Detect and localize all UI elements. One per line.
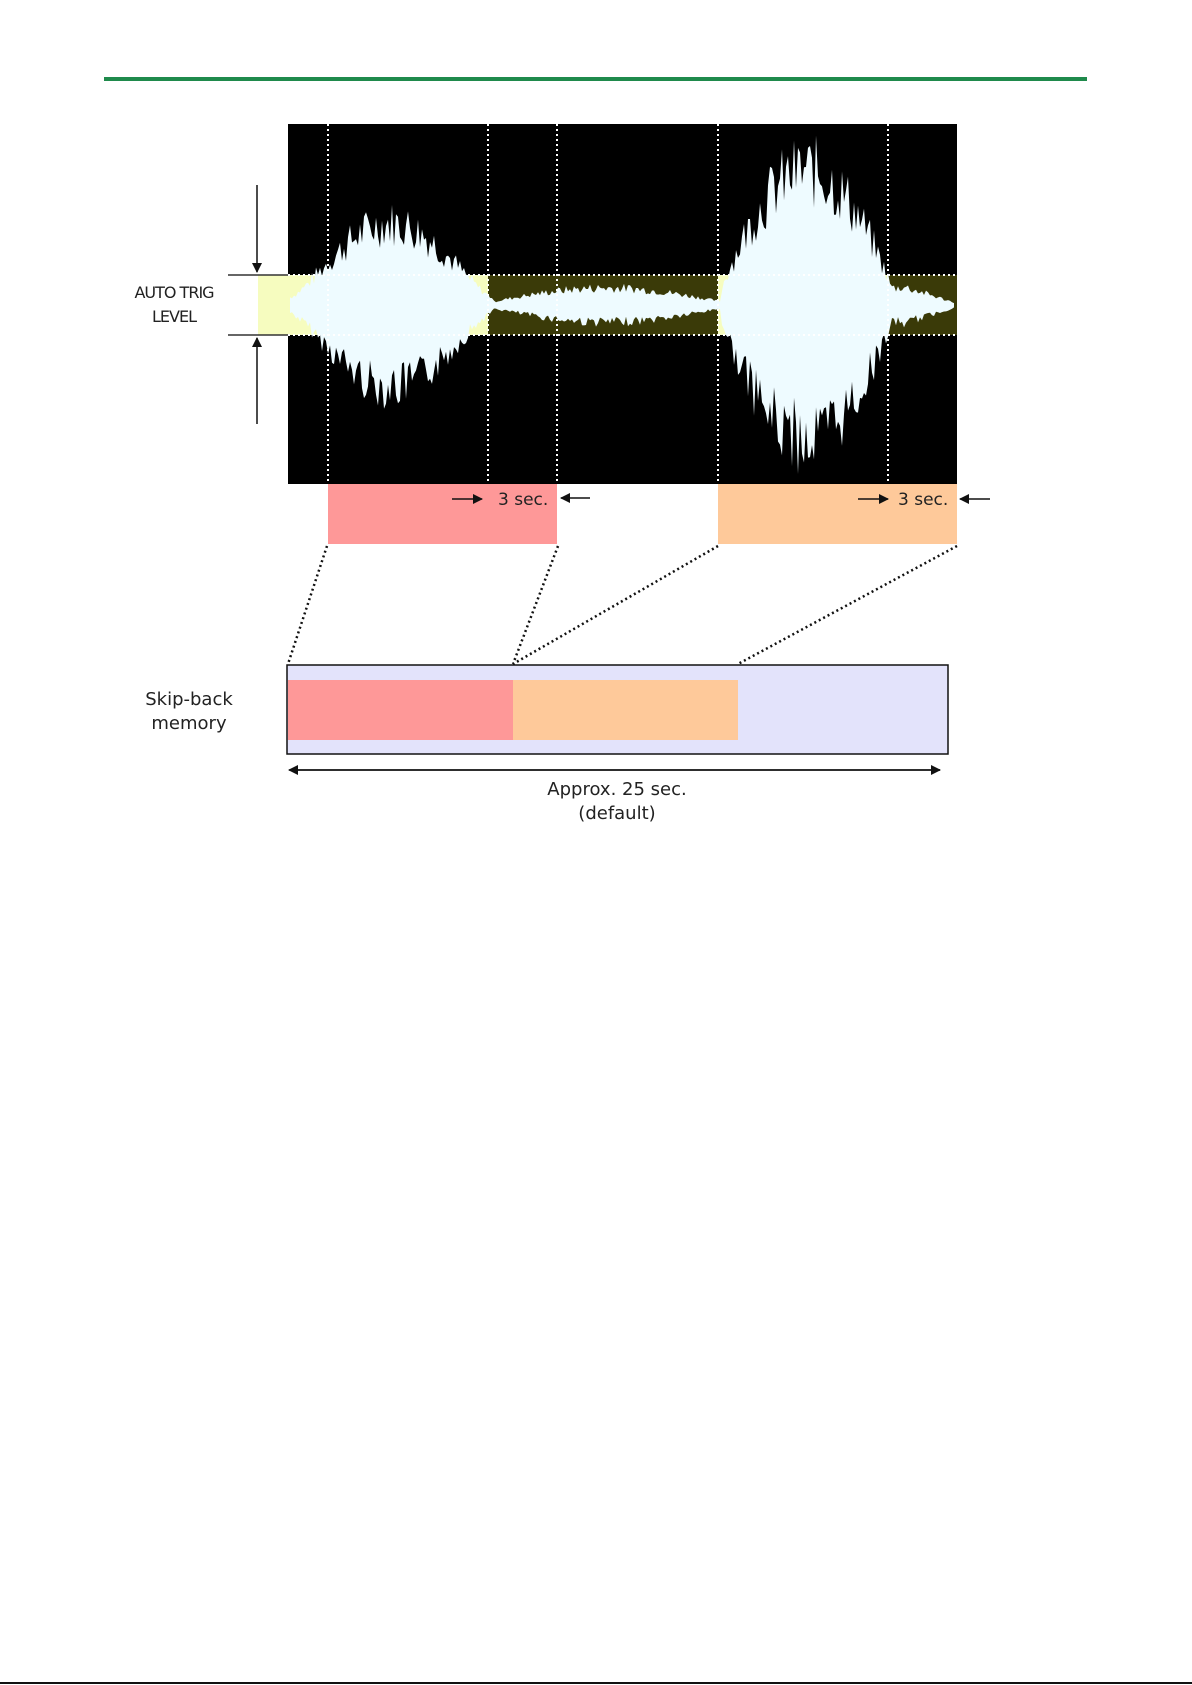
connector-line bbox=[286, 545, 329, 665]
waveforms bbox=[290, 135, 954, 474]
connector-line bbox=[511, 545, 560, 665]
duration-label-line1: Approx. 25 sec. bbox=[547, 779, 686, 800]
trig-level-label-line2: LEVEL bbox=[152, 307, 197, 326]
memory-label-line2: memory bbox=[151, 713, 227, 734]
connector-line bbox=[512, 544, 719, 666]
trig-band-left bbox=[258, 275, 288, 335]
header-rule bbox=[104, 77, 1087, 81]
trig-level-label-line1: AUTO TRIG bbox=[134, 283, 214, 302]
recorded-segment-2 bbox=[718, 484, 957, 544]
memory-segment-1 bbox=[288, 680, 513, 740]
memory-label-line1: Skip-back bbox=[145, 689, 233, 710]
waveform-shape bbox=[290, 135, 954, 474]
duration-label-line2: (default) bbox=[578, 803, 655, 824]
post-trigger-label-2: 3 sec. bbox=[898, 490, 948, 510]
footer-rule bbox=[0, 1682, 1192, 1684]
post-trigger-label-1: 3 sec. bbox=[498, 490, 548, 510]
connector-line bbox=[737, 544, 958, 666]
recorded-segment-1 bbox=[328, 484, 557, 544]
memory-segment-2 bbox=[513, 680, 738, 740]
